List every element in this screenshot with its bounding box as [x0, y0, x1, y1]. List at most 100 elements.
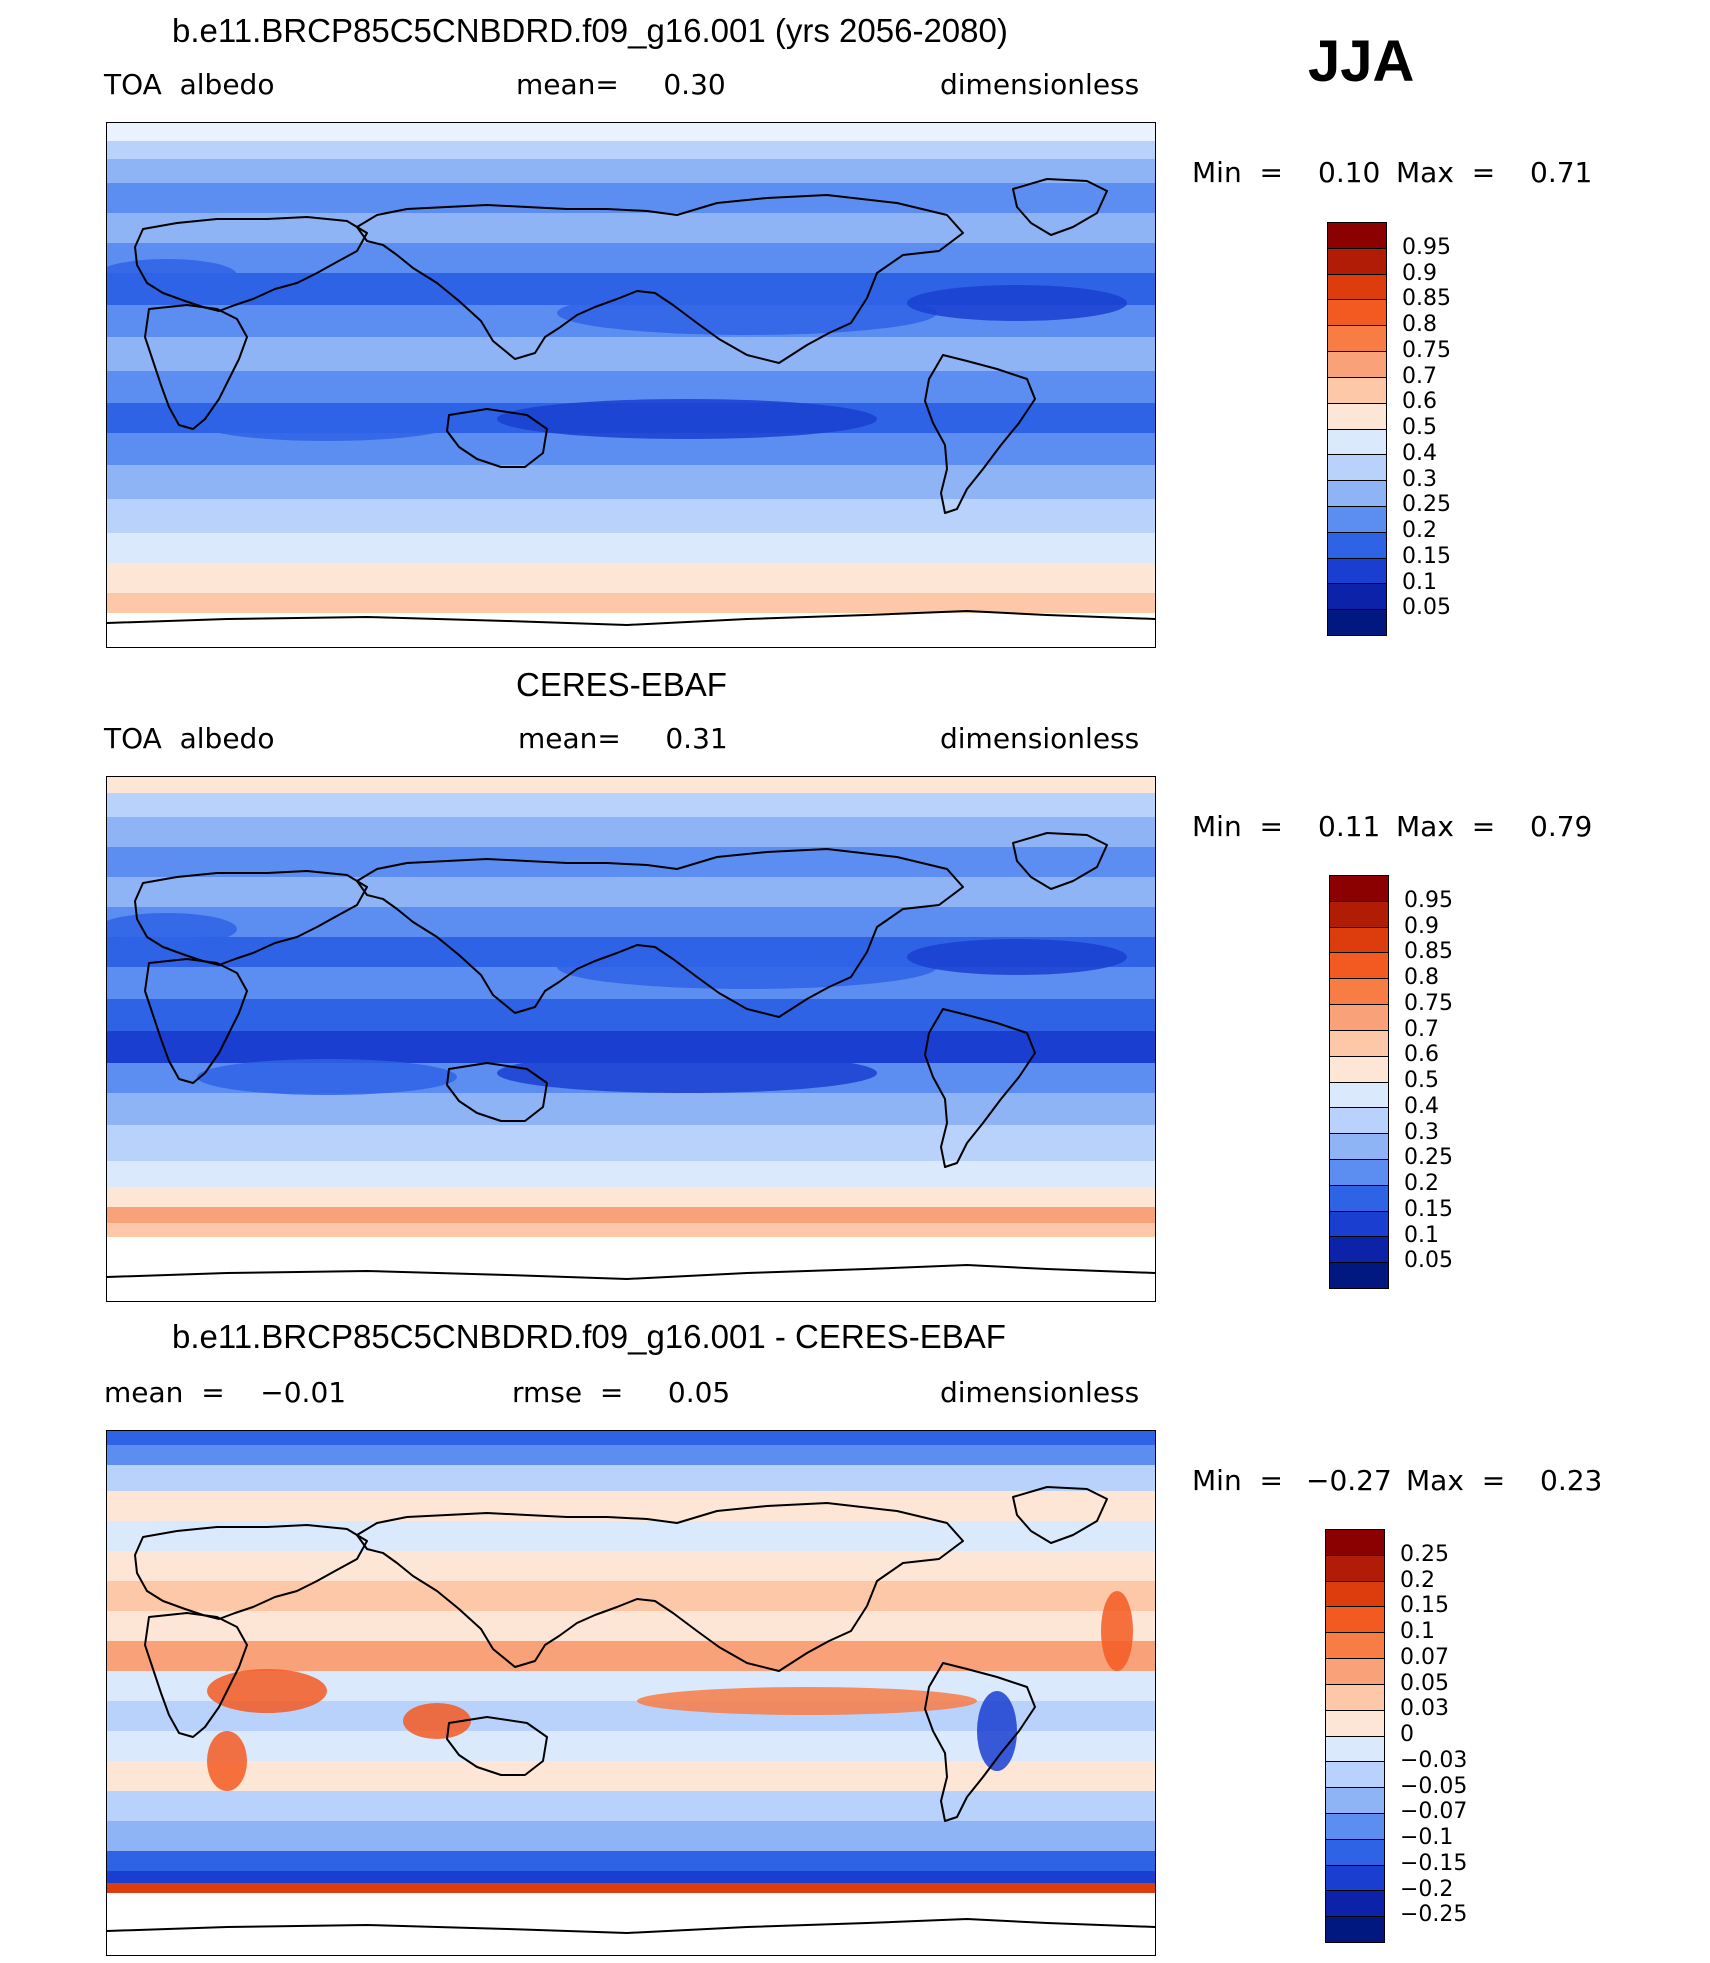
colorbar-swatch: [1328, 455, 1386, 482]
field-band: [107, 1431, 1155, 1445]
field-band: [107, 159, 1155, 183]
panel-3-title: b.e11.BRCP85C5CNBDRD.f09_g16.001 - CERES…: [172, 1318, 1006, 1355]
colorbar-tick-label: 0.9: [1402, 260, 1437, 286]
season-label: JJA: [1308, 29, 1415, 94]
colorbar-tick-label: −0.25: [1400, 1902, 1468, 1928]
field-band: [107, 1465, 1155, 1491]
colorbar-tick-label: 0.7: [1402, 363, 1437, 389]
panel-3-mean-label: mean = −0.01: [104, 1376, 347, 1409]
field-band: [107, 1791, 1155, 1821]
colorbar-swatch: [1330, 1082, 1388, 1109]
field-band: [107, 1883, 1155, 1893]
colorbar-tick-label: −0.03: [1400, 1747, 1468, 1773]
panel-2-mean-label: mean= 0.31: [518, 722, 728, 755]
colorbar-swatch: [1328, 274, 1386, 301]
colorbar-tick-label: 0.75: [1404, 990, 1453, 1016]
colorbar-swatch: [1326, 1865, 1384, 1892]
colorbar-swatch: [1328, 352, 1386, 378]
field-band: [107, 183, 1155, 213]
coastline: [924, 1662, 1036, 1822]
colorbar-tick-label: 0.05: [1404, 1248, 1453, 1274]
field-blob: [107, 259, 237, 291]
field-blob: [497, 399, 877, 439]
colorbar-swatch: [1330, 1237, 1388, 1264]
colorbar-swatch: [1330, 1030, 1388, 1057]
colorbar-tick-label: 0.2: [1400, 1567, 1435, 1593]
field-band: [107, 593, 1155, 613]
colorbar-tick-label: 0.2: [1402, 518, 1437, 543]
colorbar-tick-label: 0.8: [1402, 312, 1437, 337]
colorbar-swatch: [1326, 1839, 1384, 1866]
field-band: [107, 1871, 1155, 1883]
panel-2-variable-label: TOA albedo: [104, 722, 275, 755]
colorbar-swatch: [1326, 1762, 1384, 1789]
field-blob: [1101, 1591, 1133, 1671]
field-band: [107, 1611, 1155, 1641]
colorbar-tick-label: −0.05: [1400, 1773, 1468, 1799]
colorbar-swatch: [1328, 300, 1386, 327]
coastline: [1012, 1486, 1108, 1544]
field-blob: [557, 291, 937, 335]
panel-1-min-label: Min =: [1192, 156, 1283, 189]
colorbar-swatch: [1326, 1607, 1384, 1634]
field-band: [107, 1445, 1155, 1465]
panel-1-variable-label: TOA albedo: [104, 68, 275, 101]
colorbar-swatch: [1330, 1185, 1388, 1212]
field-band: [107, 1491, 1155, 1521]
field-band: [107, 123, 1155, 141]
field-band: [107, 465, 1155, 499]
antarctica-coastline: [107, 1917, 1155, 1935]
coastline: [144, 958, 248, 1084]
panel-1-colorbar: [1327, 222, 1387, 636]
colorbar-swatch: [1328, 610, 1386, 635]
panel-2-map: [106, 776, 1156, 1302]
panel-3-map-svg: [107, 1431, 1155, 1955]
colorbar-tick-label: 0.03: [1400, 1696, 1449, 1722]
field-band: [107, 1187, 1155, 1207]
colorbar-tick-label: 0.15: [1400, 1593, 1449, 1619]
coastline: [134, 1524, 368, 1620]
field-band: [107, 1893, 1155, 1955]
colorbar-swatch: [1328, 558, 1386, 585]
colorbar-tick-label: 0.1: [1404, 1222, 1439, 1248]
colorbar-tick-label: 0.07: [1400, 1644, 1449, 1670]
field-band: [107, 563, 1155, 593]
field-band: [107, 1761, 1155, 1791]
field-band: [107, 1207, 1155, 1223]
colorbar-swatch: [1328, 532, 1386, 559]
colorbar-tick-label: 0.25: [1400, 1541, 1449, 1567]
colorbar-tick-label: 0.6: [1404, 1042, 1439, 1068]
field-band: [107, 1161, 1155, 1187]
colorbar-tick-label: 0.15: [1402, 543, 1451, 569]
field-band: [107, 877, 1155, 907]
colorbar-swatch: [1330, 1211, 1388, 1238]
coastline: [134, 216, 368, 312]
panel-3-rmse-label: rmse = 0.05: [512, 1376, 731, 1409]
colorbar-tick-label: 0.1: [1400, 1619, 1435, 1644]
panel-2-max-value: 0.79: [1530, 810, 1593, 843]
panel-2-max-label: Max =: [1396, 810, 1496, 843]
coastline: [134, 870, 368, 966]
coastline: [356, 848, 964, 1018]
field-band: [107, 533, 1155, 563]
coastline: [446, 1062, 548, 1122]
colorbar-swatch: [1326, 1788, 1384, 1814]
coastline: [1012, 832, 1108, 890]
colorbar-swatch: [1326, 1581, 1384, 1608]
field-blob: [497, 1053, 877, 1093]
colorbar-tick-label: 0.3: [1402, 466, 1437, 492]
colorbar-swatch: [1328, 403, 1386, 430]
coastline: [446, 408, 548, 468]
panel-3-colorbar: [1325, 1529, 1385, 1943]
colorbar-tick-label: 0.9: [1404, 913, 1439, 939]
colorbar-swatch: [1326, 1684, 1384, 1711]
colorbar-tick-label: 0.25: [1404, 1145, 1453, 1171]
colorbar-swatch: [1326, 1530, 1384, 1556]
panel-3-max-label: Max =: [1406, 1464, 1506, 1497]
colorbar-tick-label: 0.1: [1402, 569, 1437, 595]
field-band: [107, 213, 1155, 243]
colorbar-tick-label: 0.85: [1404, 939, 1453, 965]
field-band: [107, 777, 1155, 793]
field-band: [107, 999, 1155, 1031]
colorbar-tick-label: 0.7: [1404, 1016, 1439, 1042]
